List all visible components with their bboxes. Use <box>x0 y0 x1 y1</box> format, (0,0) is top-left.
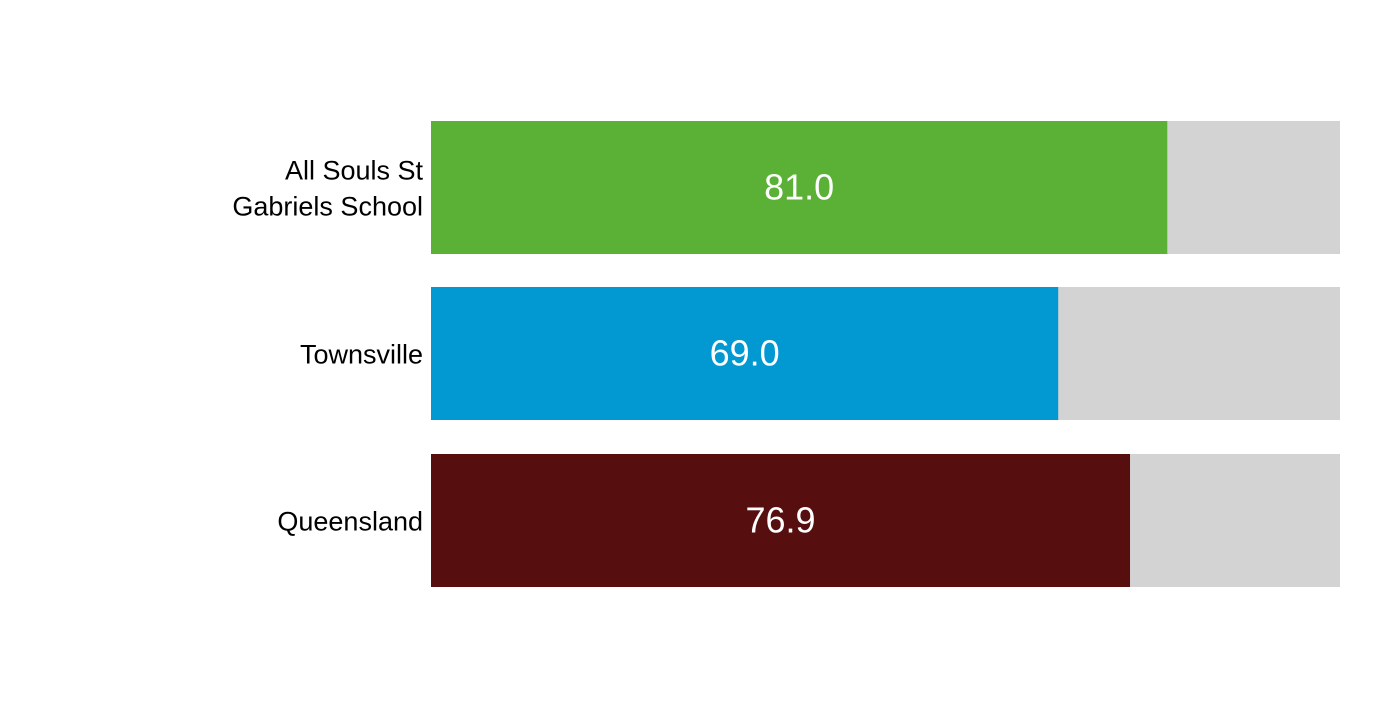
category-label-townsville: Townsville <box>300 340 423 370</box>
value-label-townsville: 69.0 <box>710 333 780 374</box>
bars-group: 81.0 All Souls St Gabriels School 69.0 Towns… <box>232 121 1340 587</box>
category-label-all-souls-st-gabriels-school-line-2: Gabriels School <box>232 192 423 222</box>
bar-queensland <box>431 454 1131 587</box>
bar-all-souls-st-gabriels-school <box>431 121 1168 254</box>
bar-townsville <box>431 287 1059 420</box>
value-label-all-souls-st-gabriels-school: 81.0 <box>764 167 834 208</box>
category-label-queensland: Queensland <box>277 507 423 537</box>
category-label-all-souls-st-gabriels-school-line-1: All Souls St <box>285 156 424 186</box>
value-label-queensland: 76.9 <box>745 500 815 541</box>
